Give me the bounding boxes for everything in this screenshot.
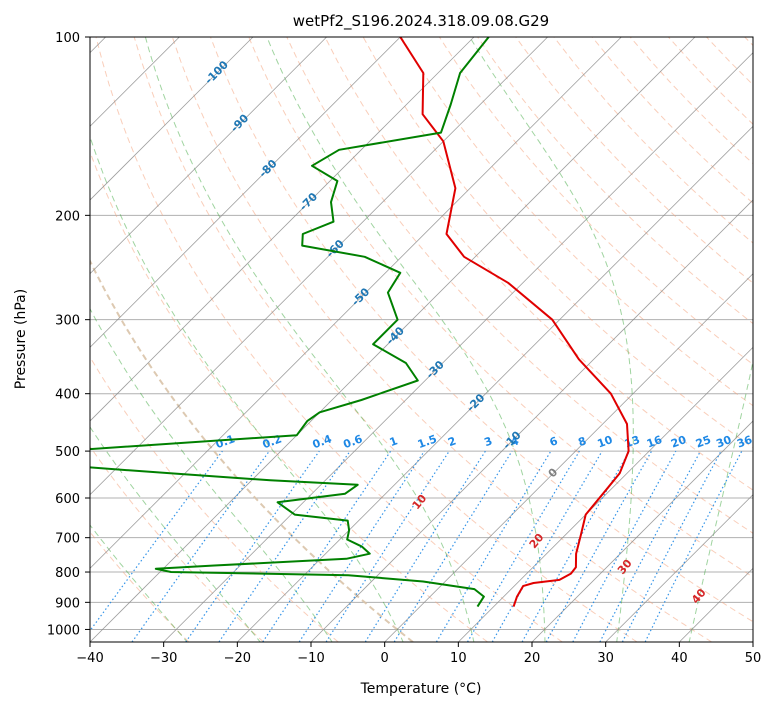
isotherm-label: -90 [228, 111, 251, 134]
dry-adiabat [0, 37, 264, 642]
dry-adiabat [592, 37, 775, 642]
mixing-ratio-label: 10 [596, 433, 615, 451]
x-tick-label: 10 [450, 651, 467, 666]
dry-adiabat [0, 37, 338, 642]
isotherm [311, 37, 775, 642]
mixing-ratio-label: 6 [548, 434, 560, 449]
y-tick-label: 600 [55, 492, 80, 507]
isotherm [0, 37, 400, 642]
mixing-ratio-line [219, 451, 350, 642]
x-tick-label: 30 [597, 651, 614, 666]
isotherm-label: -40 [384, 324, 407, 347]
moist-adiabat [5, 37, 333, 643]
isotherm-label: 0 [546, 465, 561, 480]
isotherm [0, 37, 253, 642]
mixing-ratio-label: 20 [669, 433, 688, 451]
y-tick-label: 400 [55, 388, 80, 403]
mixing-ratio-line [82, 451, 223, 642]
mixing-ratio-label: 3 [482, 434, 494, 449]
isotherm-label: -70 [297, 190, 320, 213]
isotherm-label: -100 [202, 58, 231, 87]
x-tick-label: 20 [524, 651, 541, 666]
mixing-ratio-label: 0.1 [214, 432, 237, 451]
isotherm-label: -60 [324, 237, 347, 260]
isotherm [753, 37, 775, 642]
dry-adiabat [668, 37, 775, 642]
mixing-ratio-label: 2 [446, 434, 458, 449]
isotherm-label: -50 [349, 285, 372, 308]
mixing-ratio-line [468, 451, 580, 642]
mixing-ratio-label: 0.6 [342, 432, 365, 451]
dry-adiabat [745, 37, 775, 642]
y-tick-label: 800 [55, 566, 80, 581]
isotherm-label: -20 [464, 391, 487, 414]
moist-adiabat [0, 37, 261, 643]
y-tick-label: 500 [55, 445, 80, 460]
y-tick-label: 700 [55, 532, 80, 547]
moist-adiabat [470, 37, 634, 643]
isotherm [458, 37, 775, 642]
moist-adiabat-label: 40 [689, 586, 709, 606]
x-tick-label: −10 [297, 651, 324, 666]
isotherm [237, 37, 775, 642]
mixing-ratio-label: 0.2 [261, 432, 284, 451]
y-tick-label: 200 [55, 209, 80, 224]
mixing-ratio-line [263, 451, 391, 642]
mixing-ratio-label: 1 [388, 434, 400, 449]
mixing-ratio-label: 30 [714, 433, 733, 451]
y-axis-label: Pressure (hPa) [13, 289, 29, 389]
isotherm [16, 37, 621, 642]
isotherm [0, 37, 327, 642]
mixing-ratio-line [326, 451, 449, 642]
y-tick-label: 300 [55, 314, 80, 329]
x-tick-label: −20 [224, 651, 251, 666]
isotherm-label: -30 [424, 358, 447, 381]
dry-adiabat [96, 37, 562, 642]
mixing-ratio-line [546, 451, 651, 642]
dry-adiabat [58, 37, 488, 642]
x-tick-label: 40 [671, 651, 688, 666]
temperature-profile [400, 37, 628, 607]
mixing-ratio-label: 13 [623, 433, 642, 450]
dry-adiabat [554, 37, 775, 642]
moist-adiabat [689, 37, 775, 643]
isotherm [0, 37, 548, 642]
isotherm-label: -80 [256, 157, 279, 180]
y-tick-label: 1000 [47, 623, 80, 638]
mixing-ratio-label: 16 [645, 433, 664, 451]
dry-adiabat [516, 37, 775, 642]
mixing-ratio-line [573, 451, 676, 642]
isotherm [532, 37, 775, 642]
x-tick-label: −30 [150, 651, 177, 666]
mixing-ratio-label: 8 [576, 434, 588, 449]
isotherm [679, 37, 775, 642]
x-tick-label: 50 [745, 651, 762, 666]
mixing-ratio-label: 1.5 [416, 432, 439, 451]
moist-adiabat-label: 10 [410, 492, 430, 512]
mixing-ratio-label: 25 [694, 433, 713, 450]
x-axis-label: Temperature (°C) [360, 681, 482, 697]
mixing-ratio-line [365, 451, 485, 642]
mixing-ratio-label: 0.4 [311, 432, 334, 451]
y-tick-label: 100 [55, 31, 80, 46]
y-tick-label: 900 [55, 596, 80, 611]
chart-title: wetPf2_S196.2024.318.09.08.G29 [293, 12, 549, 31]
isotherm-label: -10 [500, 428, 523, 451]
x-tick-label: 0 [381, 651, 389, 666]
x-tick-label: −40 [76, 651, 103, 666]
isotherm [164, 37, 769, 642]
moist-adiabat-label: 30 [615, 557, 635, 577]
dry-adiabat [707, 37, 775, 642]
dry-adiabat [20, 37, 413, 642]
